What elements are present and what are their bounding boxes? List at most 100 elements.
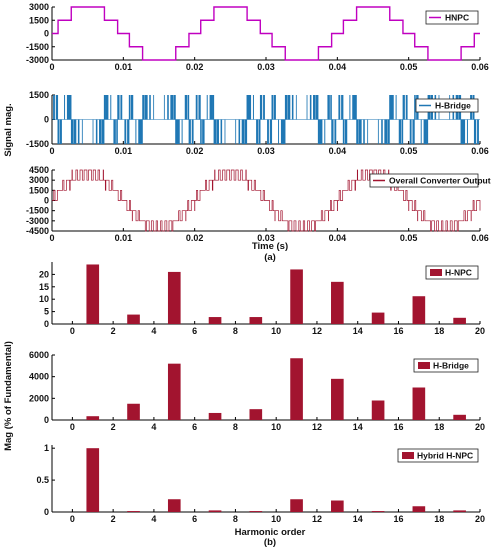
y-tick-label: -3000 [26,216,49,226]
bar-harmonic-13 [331,281,344,324]
x-tick-label: 6 [192,422,197,432]
x-tick-label: 8 [233,326,238,336]
x-tick-label: 0 [70,326,75,336]
legend-label: Overall Converter Output [389,176,491,186]
y-tick-label: -1500 [26,139,49,149]
panel-b-label: (b) [264,537,276,548]
x-tick-label: 0.06 [471,146,489,156]
b-ylabel: Mag (% of Fundamental) [3,341,14,451]
bar-harmonic-11 [290,499,303,512]
legend-box [425,10,479,25]
bar-harmonic-5 [167,363,181,420]
x-tick-label: 0.05 [400,146,418,156]
bar-harmonic-17 [412,506,426,512]
chart-panel-4: 20 15 10 5 0 0 2 4 6 8 10 12 14 16 18 20 H-NPC [39,262,485,336]
x-tick-label: 0.04 [329,62,347,72]
x-tick-label: 20 [475,326,485,336]
x-tick-label: 4 [151,422,156,432]
x-tick-label: 16 [393,326,403,336]
x-tick-label: 0.01 [115,233,133,243]
bar-harmonic-9 [249,317,263,324]
bar-harmonic-19 [453,414,466,420]
x-tick-label: 0 [49,62,54,72]
y-tick-label: -1500 [26,42,49,52]
y-tick-label: 0 [44,196,49,206]
x-tick-label: 20 [475,514,485,524]
series-line-hnpc [52,6,480,61]
x-tick-label: 0.03 [257,62,275,72]
legend-box [369,173,479,188]
x-tick-label: 0 [49,233,54,243]
bar-harmonic-17 [412,296,426,324]
bar-harmonic-15 [371,511,385,512]
x-tick-label: 10 [271,514,281,524]
bar-harmonic-9 [249,409,263,420]
x-tick-label: 0 [49,146,54,156]
x-tick-label: 18 [434,326,444,336]
y-tick-label: 1500 [29,90,49,100]
y-tick-label: 3000 [29,2,49,12]
legend-label: Hybrid H-NPC [417,451,473,461]
x-tick-label: 0.02 [186,233,204,243]
x-tick-label: 20 [475,422,485,432]
a-ylabel: Signal mag. [3,103,14,156]
x-tick-label: 0 [70,514,75,524]
legend: H-Bridge [413,358,479,373]
bar-harmonic-13 [331,500,344,512]
legend-swatch [430,269,442,276]
chart-panel-6: 1 0.5 0 0 2 4 6 8 10 12 14 16 18 20 Hybrid H-NPC [36,443,485,524]
x-tick-label: 16 [393,514,403,524]
y-tick-label: 5 [44,307,49,317]
bar-harmonic-11 [290,358,303,420]
x-tick-label: 6 [192,326,197,336]
y-tick-label: 0 [44,319,49,329]
legend-label: H-NPC [445,268,472,278]
x-tick-label: 0.04 [329,233,347,243]
bar-harmonic-1 [86,448,100,512]
y-tick-label: 1500 [29,185,49,195]
y-tick-label: -3000 [26,55,49,65]
y-tick-label: 15 [39,282,49,292]
bar-harmonic-17 [412,387,426,420]
panel-a-label: (a) [264,252,276,263]
y-tick-label: 3000 [29,175,49,185]
bar-harmonic-19 [453,317,466,324]
x-tick-label: 18 [434,422,444,432]
legend-swatch [402,452,414,459]
bar-harmonic-9 [249,511,263,512]
bar-harmonic-1 [86,416,100,420]
bar-harmonic-5 [167,499,181,512]
y-tick-label: 0 [44,115,49,125]
legend-swatch [418,362,430,369]
bar-harmonic-5 [167,271,181,324]
y-tick-label: 0 [44,415,49,425]
x-tick-label: 18 [434,514,444,524]
x-tick-label: 12 [312,422,322,432]
y-tick-label: 0 [44,29,49,39]
x-tick-label: 14 [353,326,363,336]
x-tick-label: 6 [192,514,197,524]
bar-harmonic-15 [371,400,385,420]
bar-harmonic-7 [208,317,222,324]
x-tick-label: 0.06 [471,233,489,243]
legend: H-NPC [425,265,479,280]
legend: Hybrid H-NPC [397,448,479,463]
bar-harmonic-1 [86,264,100,324]
bar-harmonic-11 [290,269,303,324]
bar-harmonic-3 [127,511,140,512]
b-xlabel: Harmonic order [235,527,306,538]
bar-harmonic-13 [331,378,344,420]
bar-harmonic-3 [127,314,140,324]
y-tick-label: 1500 [29,15,49,25]
x-tick-label: 14 [353,422,363,432]
x-tick-label: 0.02 [186,146,204,156]
x-tick-label: 0.03 [257,233,275,243]
x-tick-label: 0.03 [257,146,275,156]
x-tick-label: 10 [271,326,281,336]
x-tick-label: 14 [353,514,363,524]
legend: HNPC [425,10,479,25]
bar-harmonic-15 [371,312,385,324]
